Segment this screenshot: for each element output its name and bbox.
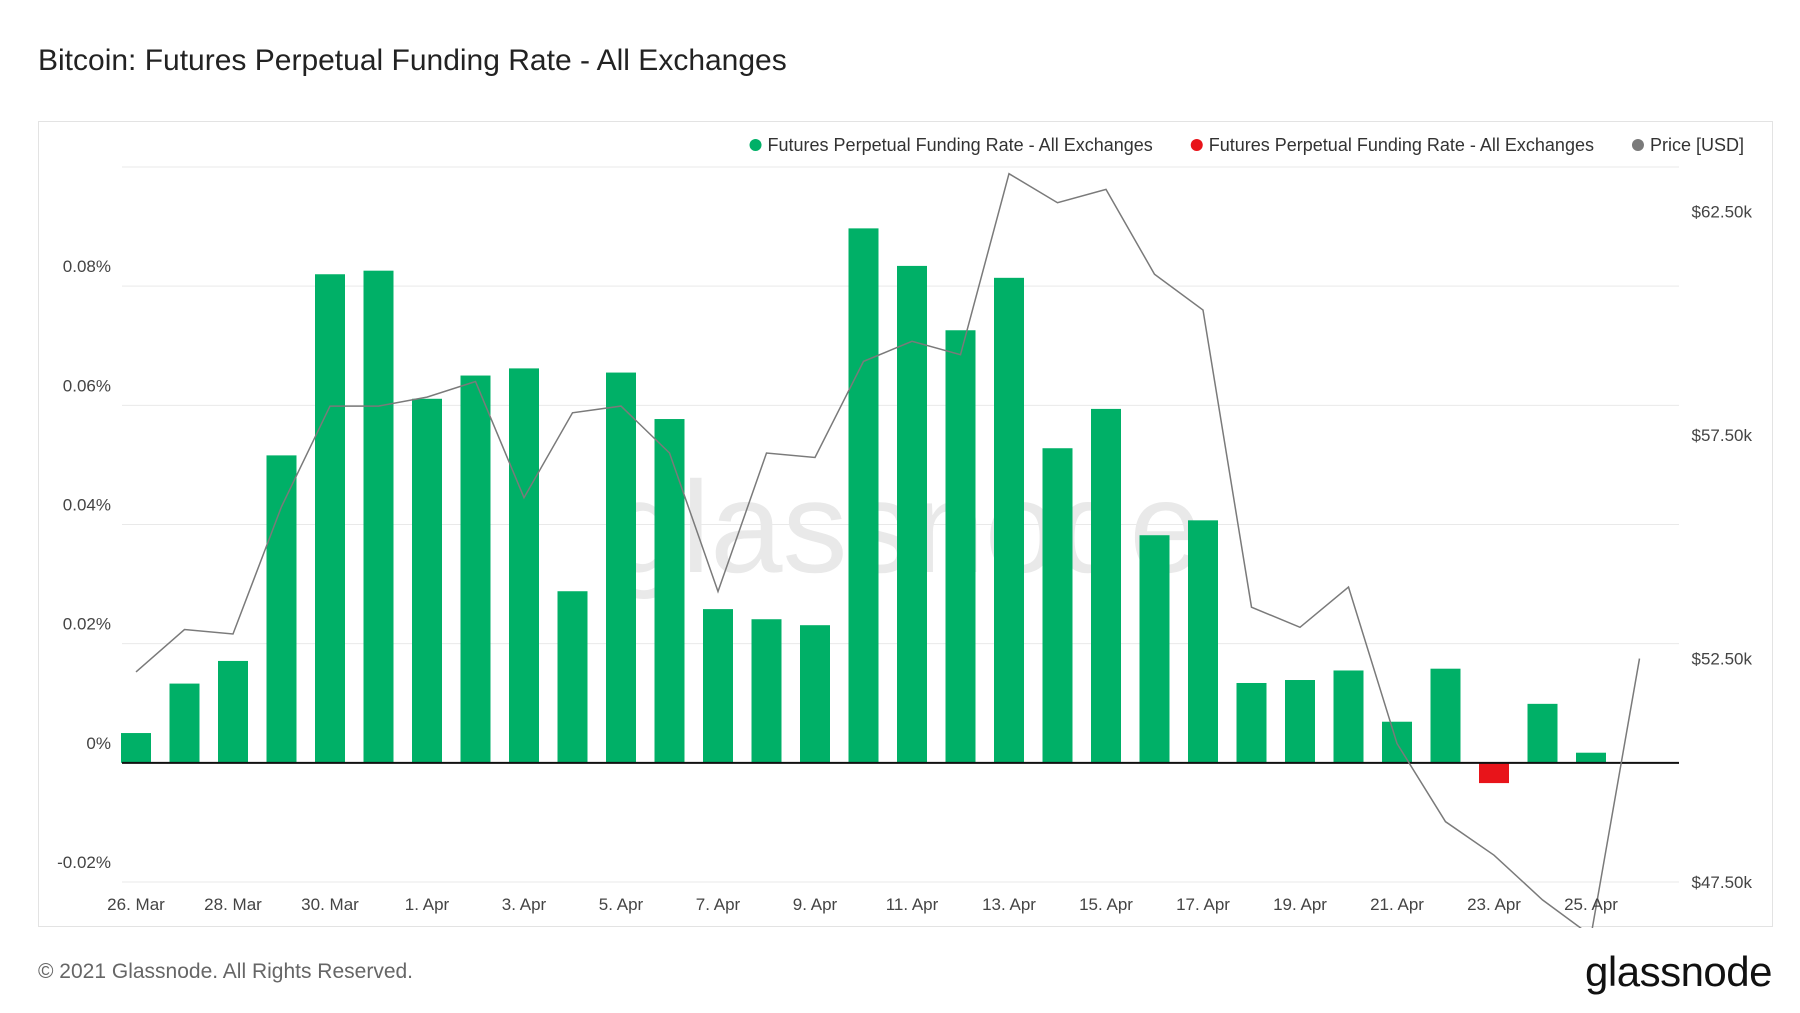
funding-rate-bar[interactable] (363, 270, 394, 763)
legend-label: Futures Perpetual Funding Rate - All Exc… (768, 135, 1153, 155)
funding-rate-bar[interactable] (460, 375, 491, 763)
funding-rate-bar[interactable] (606, 372, 636, 763)
funding-rate-bar[interactable] (800, 625, 830, 763)
axis-layer: 0.08% 0.06% 0.04% 0.02% 0% -0.02% $62.50k $57.5… (57, 203, 1752, 914)
chart-frame: glassnode 0.08%0.06%0.04%0.02%0%-0.02%$6… (38, 121, 1773, 928)
y-right-tick-label: $62.50k (1692, 203, 1753, 222)
funding-rate-bar[interactable] (703, 609, 733, 763)
legend-marker (1190, 139, 1203, 151)
x-tick-label: 11. Apr (886, 895, 939, 914)
x-tick-label: 17. Apr (1176, 895, 1230, 914)
x-tick-label: 28. Mar (204, 895, 262, 914)
funding-rate-bar-negative[interactable] (1479, 762, 1509, 784)
funding-rate-bar[interactable] (1236, 682, 1267, 763)
x-tick-label: 7. Apr (696, 895, 741, 914)
funding-rate-bar[interactable] (218, 660, 248, 763)
legend-item[interactable]: Price [USD] (1631, 135, 1744, 155)
funding-rate-bar[interactable] (266, 455, 297, 763)
y-right-tick-label: $52.50k (1692, 650, 1753, 669)
price-line-layer (135, 172, 1641, 928)
legend-item[interactable]: Futures Perpetual Funding Rate - All Exc… (749, 135, 1153, 155)
x-tick-label: 1. Apr (405, 895, 450, 914)
funding-rate-bar[interactable] (1527, 703, 1558, 763)
y-right-tick-label: $47.50k (1692, 873, 1753, 892)
x-tick-label: 25. Apr (1564, 895, 1618, 914)
funding-rate-bar[interactable] (169, 683, 200, 763)
copyright-text: © 2021 Glassnode. All Rights Reserved. (38, 960, 414, 983)
bar-layer (121, 228, 1606, 784)
legend-marker (749, 139, 762, 151)
funding-rate-bar[interactable] (654, 419, 685, 763)
funding-rate-bar[interactable] (1333, 670, 1364, 763)
legend-label: Price [USD] (1650, 135, 1744, 155)
funding-rate-bar[interactable] (897, 265, 927, 763)
funding-rate-bar[interactable] (1576, 752, 1606, 763)
funding-rate-bar[interactable] (848, 228, 879, 763)
funding-rate-bar[interactable] (1188, 520, 1218, 763)
y-left-tick-label: 0.06% (63, 376, 111, 395)
x-tick-label: 15. Apr (1079, 895, 1133, 914)
funding-rate-bar[interactable] (1139, 535, 1170, 763)
page-title: Bitcoin: Futures Perpetual Funding Rate … (38, 44, 787, 77)
y-left-tick-label: 0.08% (63, 257, 111, 276)
funding-rate-bar[interactable] (509, 368, 539, 763)
funding-rate-bar[interactable] (412, 398, 442, 763)
x-tick-label: 9. Apr (793, 895, 838, 914)
glassnode-logo[interactable]: glassnode (1585, 948, 1772, 995)
funding-rate-bar[interactable] (1042, 448, 1073, 763)
x-tick-label: 3. Apr (502, 895, 547, 914)
funding-rate-bar[interactable] (1285, 680, 1315, 763)
y-left-tick-label: 0% (86, 734, 111, 753)
x-tick-label: 13. Apr (982, 895, 1036, 914)
y-right-tick-label: $57.50k (1692, 426, 1753, 445)
funding-rate-bar[interactable] (945, 330, 976, 763)
y-left-tick-label: -0.02% (57, 853, 111, 872)
x-tick-label: 5. Apr (599, 895, 644, 914)
funding-rate-bar[interactable] (751, 619, 782, 763)
price-line[interactable] (135, 172, 1641, 928)
x-tick-label: 26. Mar (107, 895, 165, 914)
funding-rate-bar[interactable] (121, 733, 151, 763)
legend-label: Futures Perpetual Funding Rate - All Exc… (1209, 135, 1594, 155)
x-tick-label: 23. Apr (1467, 895, 1521, 914)
x-tick-label: 30. Mar (301, 895, 359, 914)
x-tick-label: 19. Apr (1273, 895, 1327, 914)
funding-rate-chart: glassnode 0.08%0.06%0.04%0.02%0%-0.02%$6… (57, 135, 1752, 928)
x-tick-label: 21. Apr (1370, 895, 1424, 914)
legend: Price [USD] Futures Perpetual Funding Rat… (749, 135, 1744, 155)
funding-rate-bar[interactable] (557, 591, 588, 763)
funding-rate-bar[interactable] (994, 277, 1024, 763)
y-left-tick-label: 0.02% (63, 615, 111, 634)
funding-rate-bar[interactable] (1430, 668, 1461, 763)
funding-rate-bar[interactable] (315, 274, 345, 763)
y-left-tick-label: 0.04% (63, 496, 111, 515)
funding-rate-bar[interactable] (1091, 408, 1121, 763)
legend-item[interactable]: Futures Perpetual Funding Rate - All Exc… (1190, 135, 1594, 155)
legend-marker (1631, 139, 1644, 151)
